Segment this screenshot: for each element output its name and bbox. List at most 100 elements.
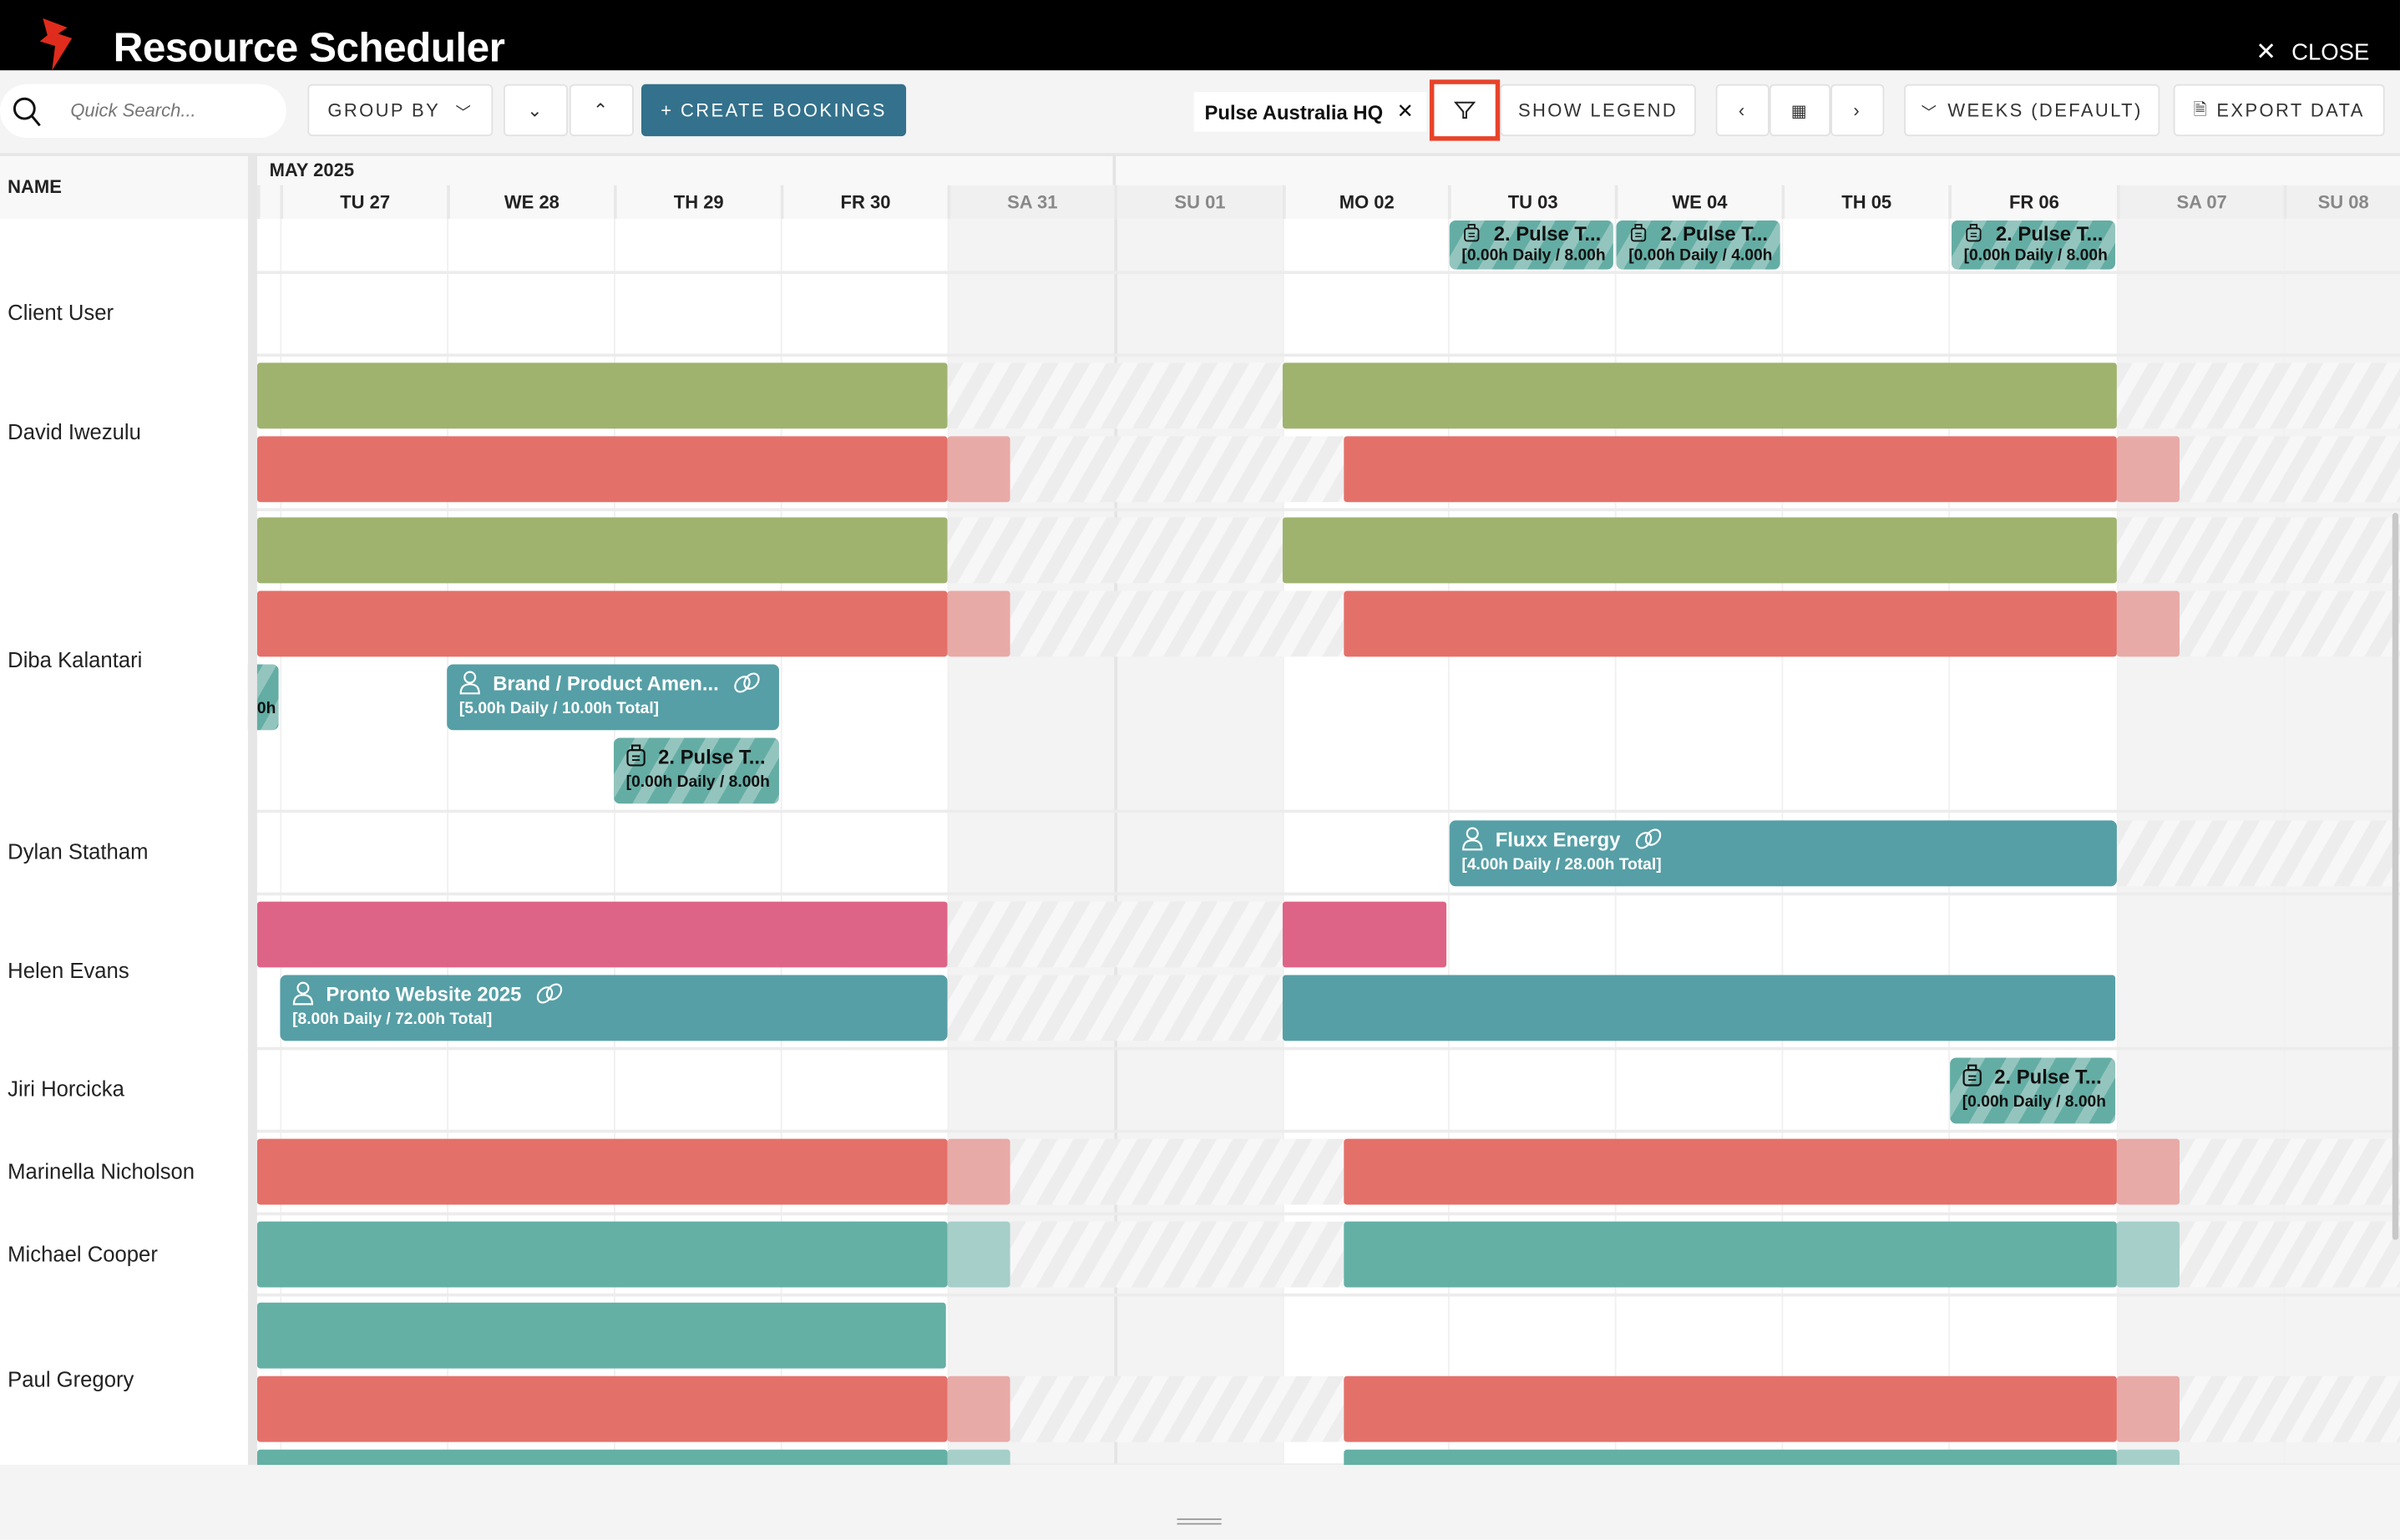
non-working-hatch bbox=[2116, 517, 2400, 584]
resource-name[interactable]: Dylan Statham bbox=[8, 838, 149, 864]
day-header[interactable]: SA 07 bbox=[2116, 185, 2284, 220]
quick-search[interactable] bbox=[0, 84, 286, 138]
booking-bar-overflow[interactable] bbox=[947, 590, 1010, 657]
booking-bar-overflow[interactable] bbox=[947, 1138, 1010, 1205]
day-header[interactable]: WE 04 bbox=[1614, 185, 1782, 220]
link-icon[interactable] bbox=[731, 672, 762, 694]
day-header[interactable]: MO 02 bbox=[1282, 185, 1448, 220]
booking-bar[interactable] bbox=[256, 1375, 948, 1442]
booking-tile[interactable]: Brand / Product Amen... [5.00h Daily / 10… bbox=[447, 664, 779, 731]
booking-bar-overflow[interactable] bbox=[2116, 1221, 2180, 1288]
resize-handle-icon[interactable] bbox=[1177, 1518, 1222, 1525]
luggage-icon bbox=[1464, 224, 1480, 242]
booking-tile[interactable]: 2. Pulse T... [0.00h Daily / 4.00h bbox=[1616, 220, 1780, 270]
booking-bar[interactable] bbox=[1344, 590, 2117, 657]
link-icon[interactable] bbox=[1633, 828, 1663, 850]
day-gridline bbox=[1282, 219, 1284, 1466]
booking-bar[interactable] bbox=[1344, 1221, 2117, 1288]
resource-name[interactable]: Helen Evans bbox=[8, 957, 129, 982]
booking-bar[interactable] bbox=[1282, 975, 2116, 1041]
booking-hours: [8.00h Daily / 72.00h Total] bbox=[292, 1010, 493, 1029]
booking-bar[interactable] bbox=[256, 1138, 948, 1205]
column-splitter[interactable] bbox=[247, 153, 257, 1466]
booking-bar[interactable] bbox=[256, 590, 948, 657]
calendar-button[interactable]: ▦ bbox=[1769, 84, 1831, 137]
day-header[interactable]: WE 28 bbox=[447, 185, 614, 220]
booking-bar[interactable] bbox=[1344, 1138, 2117, 1205]
filter-button[interactable] bbox=[1429, 79, 1501, 141]
booking-bar-overflow[interactable] bbox=[947, 1375, 1010, 1442]
booking-bar-overflow[interactable] bbox=[2116, 1138, 2180, 1205]
vertical-scrollbar[interactable] bbox=[2392, 513, 2399, 1240]
booking-tile[interactable]: 2. Pulse T... [0.00h Daily / 8.00h bbox=[613, 737, 779, 804]
row-divider bbox=[0, 1293, 2400, 1297]
double-chevron-down-icon: ⌄ bbox=[527, 99, 544, 121]
resource-name[interactable]: Michael Cooper bbox=[8, 1240, 158, 1265]
previous-button[interactable]: ‹ bbox=[1715, 84, 1770, 137]
create-bookings-button[interactable]: + CREATE BOOKINGS bbox=[641, 84, 907, 137]
booking-hours: 0h bbox=[256, 699, 276, 718]
non-working-hatch bbox=[2180, 590, 2400, 657]
booking-bar[interactable] bbox=[256, 1302, 946, 1369]
booking-bar[interactable] bbox=[256, 1221, 948, 1288]
booking-bar[interactable] bbox=[1344, 1375, 2117, 1442]
resource-name[interactable]: Client User bbox=[8, 300, 114, 325]
booking-bar-overflow[interactable] bbox=[947, 1221, 1010, 1288]
export-data-button[interactable]: 🗎 EXPORT DATA bbox=[2173, 84, 2385, 137]
booking-tile[interactable]: 2. Pulse T... [0.00h Daily / 8.00h bbox=[1449, 220, 1613, 270]
booking-bar[interactable] bbox=[256, 436, 948, 503]
booking-tile[interactable]: Fluxx Energy [4.00h Daily / 28.00h Total] bbox=[1449, 820, 2117, 887]
booking-title: Fluxx Energy bbox=[1495, 827, 1621, 851]
view-dropdown[interactable]: ﹀ WEEKS (DEFAULT) bbox=[1904, 84, 2160, 137]
name-column-header[interactable]: NAME bbox=[0, 153, 248, 220]
day-header[interactable]: TU 27 bbox=[280, 185, 448, 220]
resource-name[interactable]: Diba Kalantari bbox=[8, 646, 143, 671]
link-icon[interactable] bbox=[534, 983, 565, 1005]
leave-bar[interactable] bbox=[256, 517, 948, 584]
booking-tile[interactable]: 2. Pulse T... [0.00h Daily / 8.00h bbox=[1951, 220, 2116, 270]
close-button[interactable]: ✕ CLOSE bbox=[2256, 37, 2369, 68]
title-bar: Resource Scheduler ✕ CLOSE bbox=[0, 0, 2400, 71]
resource-name[interactable]: Jiri Horcicka bbox=[8, 1076, 124, 1101]
booking-bar-overflow[interactable] bbox=[2116, 590, 2180, 657]
booking-bar[interactable] bbox=[1344, 436, 2117, 503]
day-header[interactable]: FR 06 bbox=[1948, 185, 2117, 220]
non-working-hatch bbox=[2180, 1138, 2400, 1205]
resource-name[interactable]: Marinella Nicholson bbox=[8, 1158, 195, 1183]
close-icon: ✕ bbox=[2256, 39, 2276, 66]
show-legend-button[interactable]: SHOW LEGEND bbox=[1500, 84, 1696, 137]
non-working-hatch bbox=[1010, 590, 1344, 657]
booking-bar[interactable] bbox=[256, 901, 948, 968]
collapse-all-button[interactable]: ⌃ bbox=[569, 84, 634, 137]
booking-tile[interactable]: Pronto Website 2025 [8.00h Daily / 72.00h… bbox=[280, 975, 948, 1041]
group-by-dropdown[interactable]: GROUP BY ﹀ bbox=[307, 84, 494, 137]
excel-file-icon: 🗎 bbox=[2193, 100, 2210, 119]
search-input[interactable] bbox=[67, 98, 273, 123]
luggage-icon bbox=[1962, 1064, 1982, 1087]
day-header[interactable]: TU 03 bbox=[1447, 185, 1615, 220]
non-working-hatch bbox=[2180, 1375, 2400, 1442]
day-header[interactable]: SU 01 bbox=[1114, 185, 1283, 220]
day-header[interactable]: TH 05 bbox=[1781, 185, 1949, 220]
booking-bar-overflow[interactable] bbox=[947, 436, 1010, 503]
expand-all-button[interactable]: ⌄ bbox=[504, 84, 569, 137]
booking-bar-overflow[interactable] bbox=[2116, 1375, 2180, 1442]
day-header[interactable]: TH 29 bbox=[613, 185, 781, 220]
non-working-hatch bbox=[2180, 436, 2400, 503]
day-header[interactable]: SA 31 bbox=[947, 185, 1115, 220]
booking-tile[interactable]: 2. Pulse T... [0.00h Daily / 8.00h bbox=[1950, 1057, 2116, 1124]
leave-bar[interactable] bbox=[1282, 517, 2117, 584]
booking-bar-overflow[interactable] bbox=[2116, 436, 2180, 503]
booking-bar[interactable] bbox=[1282, 901, 1447, 968]
remove-filter-icon[interactable]: ✕ bbox=[1396, 99, 1414, 123]
day-header[interactable]: FR 30 bbox=[780, 185, 948, 220]
day-header[interactable]: SU 08 bbox=[2283, 185, 2400, 220]
booking-hours: [5.00h Daily / 10.00h Total] bbox=[458, 699, 660, 718]
double-chevron-up-icon: ⌃ bbox=[592, 99, 610, 121]
calendar-icon: ▦ bbox=[1790, 101, 1810, 120]
resource-name[interactable]: Paul Gregory bbox=[8, 1365, 134, 1391]
leave-bar[interactable] bbox=[256, 362, 948, 429]
next-button[interactable]: › bbox=[1830, 84, 1885, 137]
resource-name[interactable]: David Iwezulu bbox=[8, 418, 141, 443]
leave-bar[interactable] bbox=[1282, 362, 2117, 429]
